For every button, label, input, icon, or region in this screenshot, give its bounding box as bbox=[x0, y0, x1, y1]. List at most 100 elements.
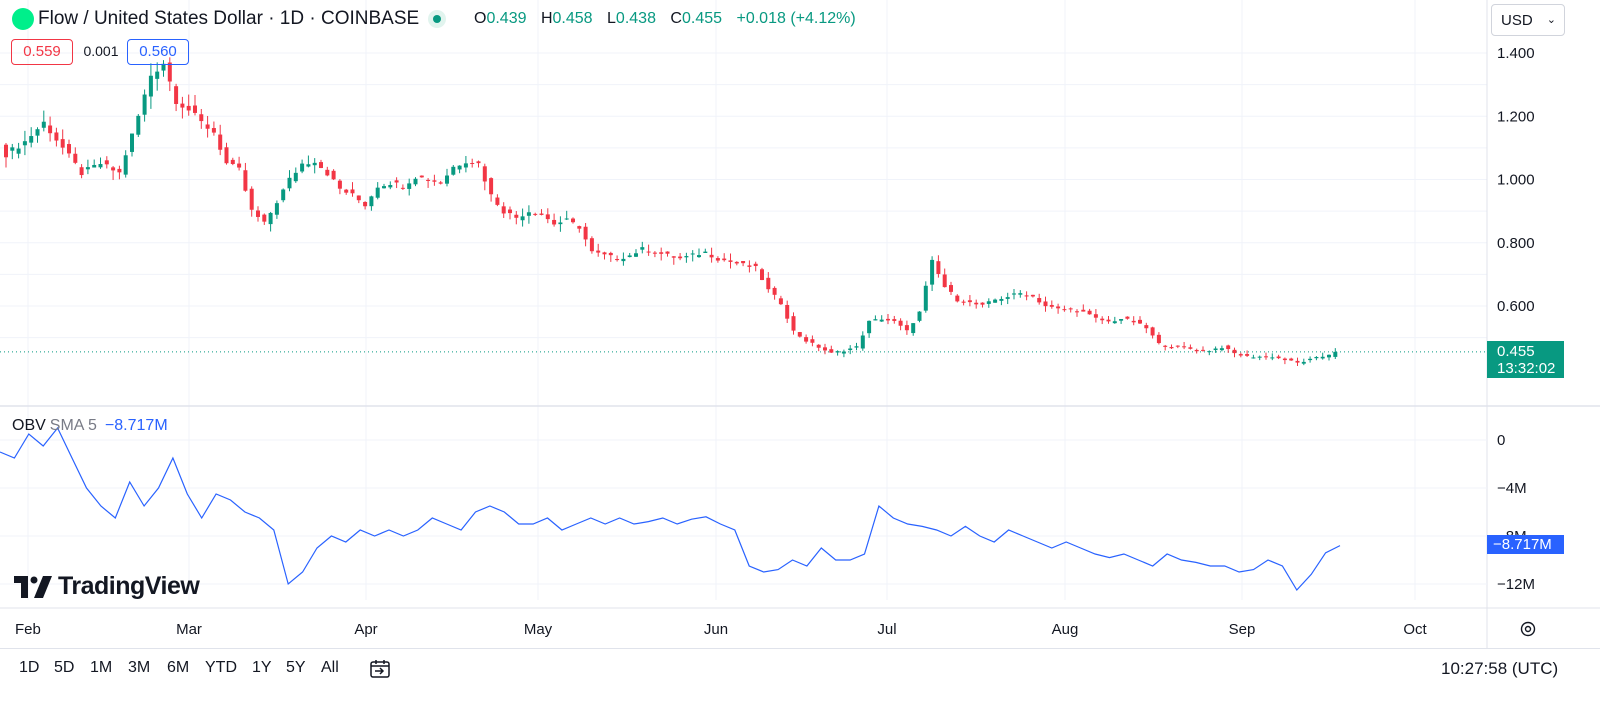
candle-body bbox=[558, 222, 563, 225]
candle-body bbox=[501, 206, 506, 214]
candle-body bbox=[1226, 345, 1231, 350]
candle-body bbox=[155, 71, 160, 79]
candle bbox=[520, 208, 525, 227]
calendar-range-icon[interactable] bbox=[370, 659, 390, 679]
buy-price-pill[interactable]: 0.560 bbox=[127, 39, 189, 65]
candle-body bbox=[1024, 295, 1029, 297]
range-3m[interactable]: 3M bbox=[128, 659, 151, 676]
candle bbox=[615, 255, 620, 262]
price-and-obv-chart[interactable]: 1.4001.2001.0000.8000.6000−4M−8M−12MFebM… bbox=[0, 0, 1600, 648]
time-axis-label: Apr bbox=[354, 621, 377, 638]
candle bbox=[804, 334, 809, 344]
candle-body bbox=[753, 263, 758, 267]
range-5y[interactable]: 5Y bbox=[286, 659, 306, 676]
candle bbox=[1219, 345, 1224, 352]
candle-body bbox=[495, 197, 500, 205]
settings-gear-icon[interactable] bbox=[1519, 620, 1537, 638]
candle bbox=[974, 299, 979, 309]
candle-body bbox=[1276, 356, 1281, 359]
candle bbox=[268, 211, 273, 232]
bottom-toolbar: 1D 5D 1M 3M 6M YTD 1Y 5Y All 10:27:58 (U… bbox=[0, 648, 1600, 689]
candle-body bbox=[1320, 356, 1325, 359]
candle bbox=[1226, 344, 1231, 353]
obv-sma: SMA 5 bbox=[49, 417, 97, 434]
candle bbox=[1289, 357, 1294, 361]
candle bbox=[1301, 358, 1306, 366]
candle-body bbox=[993, 299, 998, 303]
candle bbox=[886, 314, 890, 325]
candle bbox=[205, 115, 210, 138]
candle bbox=[1257, 355, 1262, 361]
candle bbox=[1270, 353, 1275, 361]
range-1m[interactable]: 1M bbox=[90, 659, 113, 676]
candle bbox=[249, 186, 254, 217]
candle bbox=[123, 150, 128, 178]
candle bbox=[470, 158, 475, 168]
candle-body bbox=[1062, 309, 1067, 311]
candle bbox=[665, 251, 670, 257]
range-all[interactable]: All bbox=[321, 659, 339, 676]
candle bbox=[193, 95, 197, 116]
candle bbox=[709, 247, 714, 263]
ohlc-high-key: H bbox=[540, 10, 553, 27]
time-axis-label: Sep bbox=[1229, 621, 1256, 638]
range-ytd[interactable]: YTD bbox=[205, 659, 237, 676]
candle-body bbox=[835, 351, 840, 353]
candle bbox=[48, 116, 53, 142]
candle-body bbox=[823, 347, 827, 351]
candle bbox=[829, 345, 834, 353]
candle-body bbox=[123, 155, 128, 175]
candle bbox=[1119, 318, 1124, 324]
obv-axis-tick: −12M bbox=[1497, 576, 1535, 593]
flow-logo-icon bbox=[12, 8, 34, 30]
candle bbox=[621, 252, 626, 266]
ohlc-low-key: L bbox=[607, 10, 616, 27]
currency-select[interactable]: USD ⌄ bbox=[1491, 4, 1565, 36]
candle-body bbox=[432, 180, 437, 182]
candle-body bbox=[300, 163, 305, 172]
candle-body bbox=[174, 86, 179, 104]
obv-value-badge: −8.717M bbox=[1487, 535, 1564, 554]
candle bbox=[501, 202, 506, 218]
candle bbox=[684, 252, 689, 263]
candle bbox=[1081, 304, 1086, 312]
candle-body bbox=[363, 201, 368, 207]
candle-body bbox=[1156, 334, 1161, 344]
candle-body bbox=[1295, 360, 1300, 363]
candle bbox=[589, 236, 594, 254]
candle-body bbox=[22, 141, 27, 146]
price-axis-tick: 0.800 bbox=[1497, 235, 1535, 252]
candle bbox=[287, 170, 292, 192]
candle bbox=[766, 272, 771, 293]
utc-clock[interactable]: 10:27:58 (UTC) bbox=[1441, 659, 1559, 678]
candle bbox=[1295, 357, 1300, 367]
candle-body bbox=[1125, 316, 1130, 319]
candle bbox=[10, 143, 15, 160]
candle-body bbox=[1327, 354, 1331, 358]
symbol-title[interactable]: Flow / United States Dollar · 1D · COINB… bbox=[38, 8, 420, 29]
candle bbox=[1276, 354, 1281, 360]
candle-body bbox=[829, 349, 834, 353]
range-1y[interactable]: 1Y bbox=[252, 659, 272, 676]
range-6m[interactable]: 6M bbox=[167, 659, 190, 676]
candle-body bbox=[319, 162, 323, 169]
range-1d[interactable]: 1D bbox=[19, 659, 40, 676]
candle bbox=[180, 96, 185, 119]
candle-body bbox=[476, 161, 481, 164]
candle bbox=[167, 57, 172, 92]
candle bbox=[262, 213, 267, 225]
candle-body bbox=[552, 219, 557, 225]
range-5d[interactable]: 5D bbox=[54, 659, 75, 676]
candle-body bbox=[621, 258, 626, 262]
candle bbox=[1333, 348, 1338, 359]
candle-body bbox=[35, 129, 40, 136]
time-axis-label: Feb bbox=[15, 621, 41, 638]
sell-price-pill[interactable]: 0.559 bbox=[11, 39, 73, 65]
candle-body bbox=[136, 115, 141, 135]
candle bbox=[413, 177, 418, 187]
candle bbox=[508, 206, 512, 220]
candle-body bbox=[1213, 348, 1218, 351]
candle bbox=[936, 255, 941, 278]
candle bbox=[1238, 352, 1243, 358]
obv-legend[interactable]: OBV SMA 5 −8.717M bbox=[12, 417, 168, 435]
